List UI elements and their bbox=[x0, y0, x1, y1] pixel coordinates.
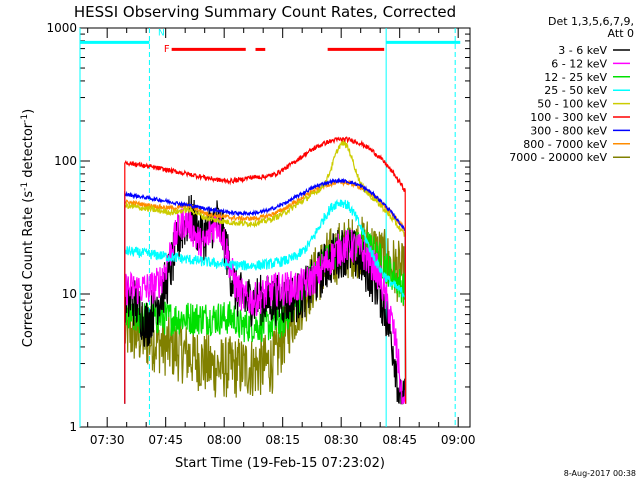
y-tick-label: 1 bbox=[69, 420, 77, 434]
legend-entry: 3 - 6 keV bbox=[558, 44, 630, 57]
y-tick-label: 10 bbox=[62, 287, 77, 301]
legend-entry: 25 - 50 keV bbox=[544, 84, 630, 97]
legend-entry: 300 - 800 keV bbox=[530, 124, 630, 137]
legend-entry-label: 12 - 25 keV bbox=[544, 71, 607, 84]
x-tick-label: 08:45 bbox=[382, 433, 417, 447]
legend-header-line2: Att 0 bbox=[608, 27, 634, 40]
legend-entry: 800 - 7000 keV bbox=[523, 138, 630, 151]
legend-entry: 100 - 300 keV bbox=[530, 111, 630, 124]
plot-frame bbox=[79, 27, 471, 428]
legend-entry-label: 800 - 7000 keV bbox=[523, 138, 607, 151]
chart-title: HESSI Observing Summary Count Rates, Cor… bbox=[74, 3, 456, 21]
x-tick-label: 07:45 bbox=[148, 433, 183, 447]
legend-entry: 12 - 25 keV bbox=[544, 71, 630, 84]
x-tick-label: 08:00 bbox=[207, 433, 242, 447]
footer-timestamp: 8-Aug-2017 00:38 bbox=[564, 469, 636, 478]
series-line-25-50kev bbox=[124, 198, 407, 404]
night-flag-label: N bbox=[158, 28, 165, 38]
series-line-3-6kev bbox=[124, 194, 407, 405]
legend-entry: 50 - 100 keV bbox=[537, 98, 630, 111]
legend-entry-label: 50 - 100 keV bbox=[537, 98, 607, 111]
y-tick-label: 100 bbox=[54, 154, 77, 168]
y-tick-label: 1000 bbox=[46, 21, 77, 35]
x-tick-label: 07:30 bbox=[90, 433, 125, 447]
legend-entry-label: 300 - 800 keV bbox=[530, 124, 607, 137]
legend-header-line1: Det 1,3,5,6,7,9, bbox=[548, 15, 634, 28]
x-tick-label: 08:30 bbox=[324, 433, 359, 447]
x-tick-label: 08:15 bbox=[265, 433, 300, 447]
series-line-300-800kev bbox=[124, 177, 407, 404]
legend-entry: 6 - 12 keV bbox=[551, 57, 630, 70]
y-axis-label: Corrected Count Rate (s-1 detector-1) bbox=[20, 109, 36, 347]
flare-flag-label: F bbox=[164, 44, 170, 55]
legend-entry-label: 100 - 300 keV bbox=[530, 111, 607, 124]
legend-entry-label: 7000 - 20000 keV bbox=[509, 151, 607, 164]
series-line-100-300kev bbox=[124, 136, 407, 404]
series-line-6-12kev bbox=[124, 208, 407, 405]
legend-entry-label: 25 - 50 keV bbox=[544, 84, 607, 97]
series-line-800-7000kev bbox=[124, 178, 407, 404]
legend-entry-label: 3 - 6 keV bbox=[558, 44, 607, 57]
legend-entry-label: 6 - 12 keV bbox=[551, 57, 607, 70]
x-axis-label: Start Time (19-Feb-15 07:23:02) bbox=[175, 456, 385, 471]
x-tick-label: 09:00 bbox=[441, 433, 476, 447]
legend-entry: 7000 - 20000 keV bbox=[509, 151, 630, 164]
series-line-50-100kev bbox=[124, 140, 407, 404]
